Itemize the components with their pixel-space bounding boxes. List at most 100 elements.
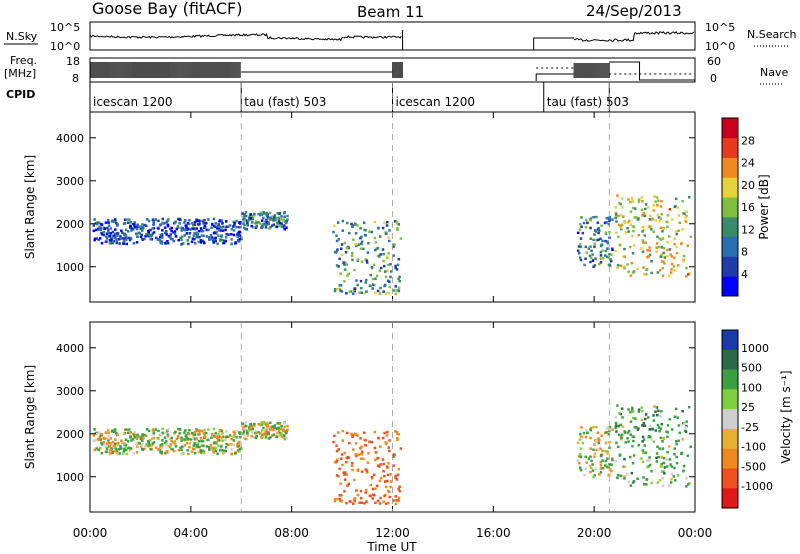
power-point xyxy=(673,256,676,260)
velocity-point xyxy=(220,445,223,448)
velocity-point xyxy=(165,430,169,434)
velocity-point xyxy=(120,439,123,442)
velocity-point xyxy=(386,473,390,477)
velocity-point xyxy=(270,434,274,437)
power-point xyxy=(584,225,588,229)
velocity-point xyxy=(157,429,160,433)
velocity-point xyxy=(346,455,350,459)
velocity-point xyxy=(584,467,587,471)
power-point xyxy=(109,232,113,235)
velocity-point xyxy=(124,446,128,449)
velocity-point xyxy=(634,426,638,429)
power-point xyxy=(368,230,371,233)
velocity-point xyxy=(216,452,219,456)
nave-label: Nave xyxy=(760,66,788,79)
power-point xyxy=(114,237,118,240)
velocity-point xyxy=(275,427,279,431)
velocity-point xyxy=(592,425,595,429)
power-point xyxy=(371,287,375,290)
power-point xyxy=(359,279,363,283)
power-point xyxy=(359,236,362,240)
velocity-point xyxy=(123,442,126,446)
velocity-point xyxy=(374,458,377,462)
velocity-point xyxy=(344,460,348,464)
velocity-point xyxy=(286,428,289,431)
velocity-point xyxy=(384,480,387,483)
velocity-point xyxy=(651,427,654,431)
power-point xyxy=(217,229,220,232)
power-point xyxy=(384,232,388,236)
velocity-point xyxy=(643,444,647,447)
power-point xyxy=(214,225,217,229)
velocity-point xyxy=(389,485,392,489)
velocity-point xyxy=(131,438,135,441)
velocity-point xyxy=(243,425,246,428)
power-point xyxy=(586,221,589,225)
power-point xyxy=(267,222,270,226)
velocity-point xyxy=(243,423,246,426)
velocity-point xyxy=(283,437,286,441)
velocity-point xyxy=(286,424,289,428)
velocity-point xyxy=(397,499,401,503)
velocity-point xyxy=(265,424,269,427)
power-point xyxy=(197,219,201,222)
power-point xyxy=(144,224,148,228)
power-point xyxy=(627,198,630,201)
velocity-point xyxy=(115,451,119,455)
power-point xyxy=(367,241,370,245)
velocity-point xyxy=(201,449,204,453)
velocity-point xyxy=(267,431,270,434)
power-point xyxy=(191,227,194,230)
power-point xyxy=(140,229,144,232)
power-point xyxy=(589,216,593,220)
power-point xyxy=(271,218,275,221)
velocity-point xyxy=(191,447,195,450)
power-point xyxy=(677,229,680,232)
power-point xyxy=(230,238,233,241)
power-point xyxy=(117,237,121,241)
velocity-point xyxy=(383,431,386,435)
velocity-point xyxy=(605,426,609,430)
power-point xyxy=(107,231,111,235)
velocity-point xyxy=(650,469,653,473)
power-point xyxy=(350,222,353,226)
velocity-point xyxy=(353,432,357,436)
power-point xyxy=(260,213,263,216)
velocity-point xyxy=(133,433,136,437)
velocity-point xyxy=(642,451,645,454)
power-point xyxy=(105,235,108,238)
power-point xyxy=(662,260,665,263)
velocity-point xyxy=(350,432,353,436)
power-point xyxy=(253,214,256,217)
power-point xyxy=(632,229,635,233)
power-point xyxy=(340,243,344,246)
velocity-point xyxy=(140,435,143,439)
power-point xyxy=(161,229,164,232)
power-point xyxy=(354,232,358,235)
power-point xyxy=(248,216,251,219)
velocity-point xyxy=(247,429,250,432)
power-point xyxy=(285,226,288,230)
velocity-point xyxy=(645,478,649,481)
power-point xyxy=(207,235,211,239)
velocity-point xyxy=(335,444,338,447)
power-point xyxy=(617,235,620,239)
velocity-colorbar-tick: 25 xyxy=(741,401,755,414)
power-point xyxy=(169,236,172,239)
power-point xyxy=(642,228,646,231)
power-point xyxy=(173,232,177,236)
velocity-point xyxy=(254,430,258,433)
power-point xyxy=(250,214,254,218)
power-colorbar-tick: 24 xyxy=(741,157,755,170)
power-point xyxy=(360,235,363,239)
power-point xyxy=(238,240,241,243)
velocity-point xyxy=(234,452,237,455)
velocity-point xyxy=(122,447,126,451)
power-point xyxy=(626,221,630,224)
velocity-point xyxy=(644,413,648,416)
velocity-point xyxy=(351,461,354,465)
velocity-point xyxy=(169,446,172,449)
power-point xyxy=(108,239,112,242)
power-point xyxy=(341,219,345,223)
power-point xyxy=(689,235,693,239)
